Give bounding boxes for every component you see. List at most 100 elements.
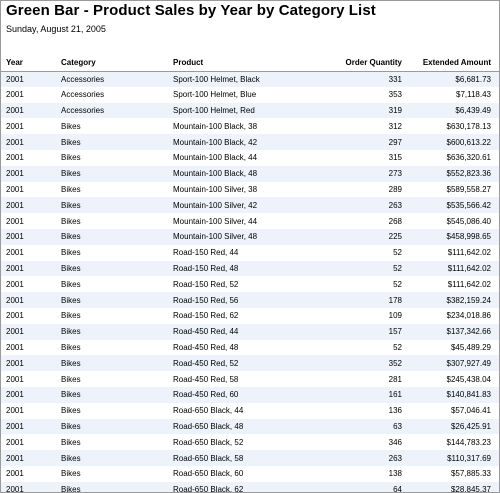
- extended-amount-cell: $545,086.40: [446, 216, 492, 226]
- category-cell: Bikes: [61, 121, 81, 131]
- order-quantity-cell: 346: [388, 437, 402, 447]
- product-cell: Road-650 Black, 60: [173, 469, 244, 479]
- table-row: 2001 Bikes Road-450 Red, 52 352 $307,927.49: [1, 355, 499, 372]
- year-cell: 2001: [6, 390, 24, 400]
- product-cell: Road-450 Red, 58: [173, 374, 239, 384]
- year-cell: 2001: [6, 311, 24, 321]
- year-cell: 2001: [6, 200, 24, 210]
- table-row: 2001 Bikes Road-650 Black, 60 138 $57,885.33: [1, 465, 499, 482]
- table-row: 2001 Bikes Road-450 Red, 58 281 $245,438.04: [1, 371, 499, 387]
- report-title: Green Bar - Product Sales by Year by Cat…: [6, 2, 376, 19]
- category-cell: Bikes: [61, 263, 81, 273]
- year-cell: 2001: [6, 90, 24, 100]
- table-row: 2001 Bikes Road-150 Red, 44 52 $111,642.02: [1, 244, 499, 261]
- order-quantity-cell: 161: [388, 390, 402, 400]
- order-quantity-cell: 52: [393, 342, 402, 352]
- year-cell: 2001: [6, 327, 24, 337]
- extended-amount-cell: $630,178.13: [446, 121, 492, 131]
- category-cell: Bikes: [61, 406, 81, 416]
- year-cell: 2001: [6, 248, 24, 258]
- category-cell: Bikes: [61, 200, 81, 210]
- order-quantity-cell: 263: [388, 453, 402, 463]
- category-cell: Bikes: [61, 421, 81, 431]
- extended-amount-cell: $110,317.69: [447, 453, 491, 463]
- extended-amount-cell: $600,613.22: [446, 137, 492, 147]
- product-cell: Road-150 Red, 44: [173, 248, 239, 258]
- year-cell: 2001: [6, 485, 24, 493]
- column-header-year: Year: [1, 55, 56, 72]
- category-cell: Bikes: [61, 311, 81, 321]
- order-quantity-cell: 157: [388, 327, 402, 337]
- product-cell: Mountain-100 Silver, 48: [173, 232, 258, 242]
- product-cell: Mountain-100 Black, 38: [173, 121, 258, 131]
- year-cell: 2001: [6, 342, 24, 352]
- product-cell: Road-450 Red, 44: [173, 327, 239, 337]
- extended-amount-cell: $26,425.91: [450, 421, 491, 431]
- year-cell: 2001: [6, 184, 24, 194]
- extended-amount-cell: $111,642.02: [447, 263, 491, 273]
- product-cell: Road-150 Red, 52: [173, 279, 239, 289]
- table-row: 2001 Bikes Mountain-100 Black, 48 273 $552,8…: [1, 165, 499, 182]
- order-quantity-cell: 178: [388, 295, 402, 305]
- column-header-category: Category: [56, 55, 168, 72]
- extended-amount-cell: $45,489.29: [450, 342, 491, 352]
- year-cell: 2001: [6, 358, 24, 368]
- order-quantity-cell: 352: [388, 358, 402, 368]
- category-cell: Accessories: [61, 90, 105, 100]
- product-cell: Road-150 Red, 56: [173, 295, 239, 305]
- order-quantity-cell: 319: [388, 105, 402, 115]
- category-cell: Bikes: [61, 374, 81, 384]
- year-cell: 2001: [6, 406, 24, 416]
- category-cell: Bikes: [61, 248, 81, 258]
- category-cell: Bikes: [61, 437, 81, 447]
- year-cell: 2001: [6, 137, 24, 147]
- category-cell: Bikes: [61, 342, 81, 352]
- table-row: 2001 Bikes Road-450 Red, 44 157 $137,342.66: [1, 323, 499, 340]
- table-header: Year Category Product Order Quantity Ext…: [1, 55, 499, 72]
- product-cell: Sport-100 Helmet, Red: [173, 105, 255, 115]
- year-cell: 2001: [6, 263, 24, 273]
- table-row: 2001 Bikes Mountain-100 Silver, 38 289 $589,…: [1, 181, 499, 198]
- category-cell: Bikes: [61, 184, 81, 194]
- extended-amount-cell: $6,439.49: [455, 105, 491, 115]
- table-row: 2001 Bikes Road-150 Red, 56 178 $382,159.24: [1, 292, 499, 308]
- year-cell: 2001: [6, 216, 24, 226]
- order-quantity-cell: 225: [388, 232, 402, 242]
- product-cell: Road-650 Black, 58: [173, 453, 244, 463]
- category-cell: Bikes: [61, 453, 81, 463]
- product-cell: Mountain-100 Silver, 44: [173, 216, 258, 226]
- product-cell: Road-650 Black, 48: [173, 421, 244, 431]
- category-cell: Accessories: [61, 105, 105, 115]
- extended-amount-cell: $636,320.61: [446, 153, 492, 163]
- table-row: 2001 Bikes Road-450 Red, 48 52 $45,489.29: [1, 339, 499, 356]
- category-cell: Bikes: [61, 169, 81, 179]
- product-cell: Road-150 Red, 62: [173, 311, 239, 321]
- category-cell: Accessories: [61, 74, 105, 84]
- product-cell: Sport-100 Helmet, Black: [173, 74, 260, 84]
- year-cell: 2001: [6, 105, 24, 115]
- extended-amount-cell: $589,558.27: [446, 184, 492, 194]
- extended-amount-cell: $7,118.43: [456, 90, 491, 100]
- table-row: 2001 Bikes Road-650 Black, 44 136 $57,046.41: [1, 402, 499, 419]
- order-quantity-cell: 52: [393, 279, 402, 289]
- category-cell: Bikes: [61, 137, 81, 147]
- table-row: 2001 Bikes Mountain-100 Silver, 48 225 $458,…: [1, 228, 499, 245]
- extended-amount-cell: $140,841.83: [446, 390, 492, 400]
- order-quantity-cell: 331: [388, 74, 402, 84]
- order-quantity-cell: 263: [388, 200, 402, 210]
- table-row: 2001 Bikes Road-650 Black, 62 64 $28,845.37: [1, 481, 499, 493]
- product-cell: Road-450 Red, 52: [173, 358, 239, 368]
- product-cell: Sport-100 Helmet, Blue: [173, 90, 257, 100]
- table-row: 2001 Bikes Road-650 Black, 48 63 $26,425.91: [1, 418, 499, 435]
- category-cell: Bikes: [61, 358, 81, 368]
- table-row: 2001 Accessories Sport-100 Helmet, Black 33…: [1, 71, 499, 87]
- category-cell: Bikes: [61, 232, 81, 242]
- year-cell: 2001: [6, 421, 24, 431]
- extended-amount-cell: $111,642.02: [447, 248, 491, 258]
- category-cell: Bikes: [61, 390, 81, 400]
- table-row: 2001 Bikes Mountain-100 Black, 38 312 $630,1…: [1, 118, 499, 135]
- year-cell: 2001: [6, 169, 24, 179]
- column-header-order-quantity: Order Quantity: [288, 55, 408, 72]
- category-cell: Bikes: [61, 279, 81, 289]
